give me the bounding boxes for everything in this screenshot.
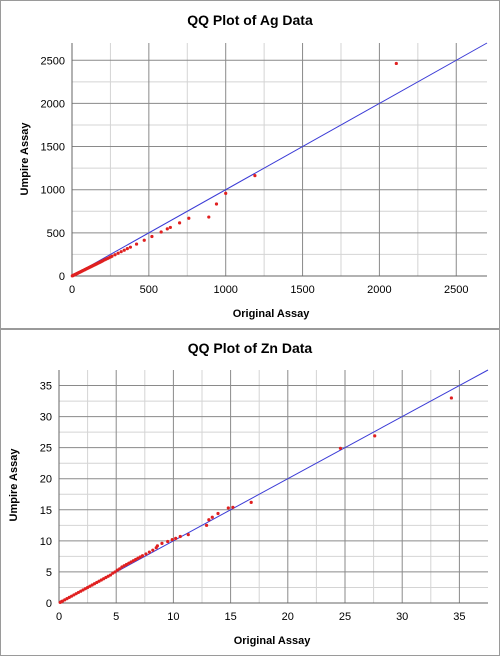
data-point xyxy=(226,506,230,510)
x-tick-label: 500 xyxy=(140,284,158,296)
chart-title: QQ Plot of Ag Data xyxy=(187,12,313,28)
x-axis-label: Original Assay xyxy=(233,308,311,320)
y-tick-label: 35 xyxy=(40,381,52,393)
data-point xyxy=(168,225,172,230)
zn-chart-panel: QQ Plot of Zn Data Original Assay Umpire… xyxy=(0,329,500,656)
data-point xyxy=(170,538,174,542)
data-point xyxy=(125,247,129,251)
ag-qq-plot: QQ Plot of Ag Data Original Assay Umpire… xyxy=(19,12,488,320)
y-tick-label: 0 xyxy=(59,271,65,283)
data-point xyxy=(147,550,151,554)
y-tick-label: 10 xyxy=(40,536,52,548)
y-tick-label: 20 xyxy=(40,474,52,486)
x-tick-label: 15 xyxy=(224,611,236,623)
reference-line xyxy=(71,42,488,277)
data-point xyxy=(151,548,155,552)
plot-area: 0 500 1000 1500 2000 2500 0 500 1000 1500 2000 2500 xyxy=(41,42,488,296)
data-point xyxy=(338,446,343,450)
x-tick-label: 2000 xyxy=(367,284,391,296)
ag-chart-panel: QQ Plot of Ag Data Original Assay Umpire… xyxy=(0,0,500,329)
zn-qq-plot: QQ Plot of Zn Data Original Assay Umpire… xyxy=(8,340,489,647)
y-tick-label: 2000 xyxy=(41,98,65,110)
x-tick-label: 0 xyxy=(69,284,75,296)
data-point xyxy=(166,539,170,544)
data-point xyxy=(113,570,117,574)
data-point xyxy=(449,396,453,400)
data-point xyxy=(142,238,146,242)
data-point xyxy=(110,254,114,258)
data-point xyxy=(122,248,126,252)
data-point xyxy=(150,234,154,239)
x-tick-label: 10 xyxy=(167,611,179,623)
data-point xyxy=(128,245,133,249)
data-point xyxy=(144,552,148,556)
x-tick-label: 2500 xyxy=(444,284,468,296)
y-axis-label: Umpire Assay xyxy=(8,448,20,522)
y-tick-label: 25 xyxy=(40,443,52,455)
data-point xyxy=(116,251,120,255)
y-tick-label: 2500 xyxy=(41,55,65,67)
data-point xyxy=(177,221,182,225)
data-point xyxy=(187,216,191,220)
y-tick-label: 5 xyxy=(46,567,52,579)
data-point xyxy=(118,567,122,571)
data-point xyxy=(204,523,209,527)
data-point xyxy=(178,534,182,539)
x-tick-label: 35 xyxy=(453,611,465,623)
x-tick-label: 20 xyxy=(282,611,294,623)
reference-line xyxy=(58,369,489,604)
x-tick-label: 5 xyxy=(113,611,119,623)
x-axis-label: Original Assay xyxy=(234,635,312,647)
data-point xyxy=(134,242,139,246)
y-tick-label: 0 xyxy=(46,598,52,610)
data-point xyxy=(165,227,169,231)
data-point xyxy=(210,515,214,519)
y-tick-label: 500 xyxy=(47,228,65,240)
data-point xyxy=(231,505,235,509)
y-tick-label: 15 xyxy=(40,505,52,517)
data-point xyxy=(253,174,257,178)
data-point xyxy=(373,434,377,438)
data-point xyxy=(216,511,220,516)
data-point xyxy=(119,250,123,254)
data-point xyxy=(113,253,117,257)
data-point xyxy=(155,544,159,548)
data-point xyxy=(224,191,228,195)
data-point xyxy=(140,554,145,558)
data-point xyxy=(214,202,219,206)
data-point xyxy=(249,500,253,504)
plot-area: 0 5 10 15 20 25 30 35 0 5 10 15 20 25 30 35 xyxy=(40,369,489,623)
data-point xyxy=(108,573,113,577)
data-point xyxy=(159,230,163,234)
y-tick-label: 30 xyxy=(40,412,52,424)
data-point xyxy=(186,533,190,537)
data-point xyxy=(394,61,398,66)
x-tick-label: 1000 xyxy=(213,284,237,296)
x-tick-label: 1500 xyxy=(290,284,314,296)
y-tick-label: 1500 xyxy=(41,142,65,154)
data-point xyxy=(207,518,211,522)
data-point xyxy=(160,541,164,545)
x-tick-label: 25 xyxy=(339,611,351,623)
y-axis-label: Umpire Assay xyxy=(19,122,31,196)
y-tick-label: 1000 xyxy=(41,185,65,197)
x-tick-label: 30 xyxy=(396,611,408,623)
data-point xyxy=(207,215,211,219)
data-point xyxy=(174,536,178,540)
x-tick-label: 0 xyxy=(56,611,62,623)
chart-title: QQ Plot of Zn Data xyxy=(188,340,313,356)
